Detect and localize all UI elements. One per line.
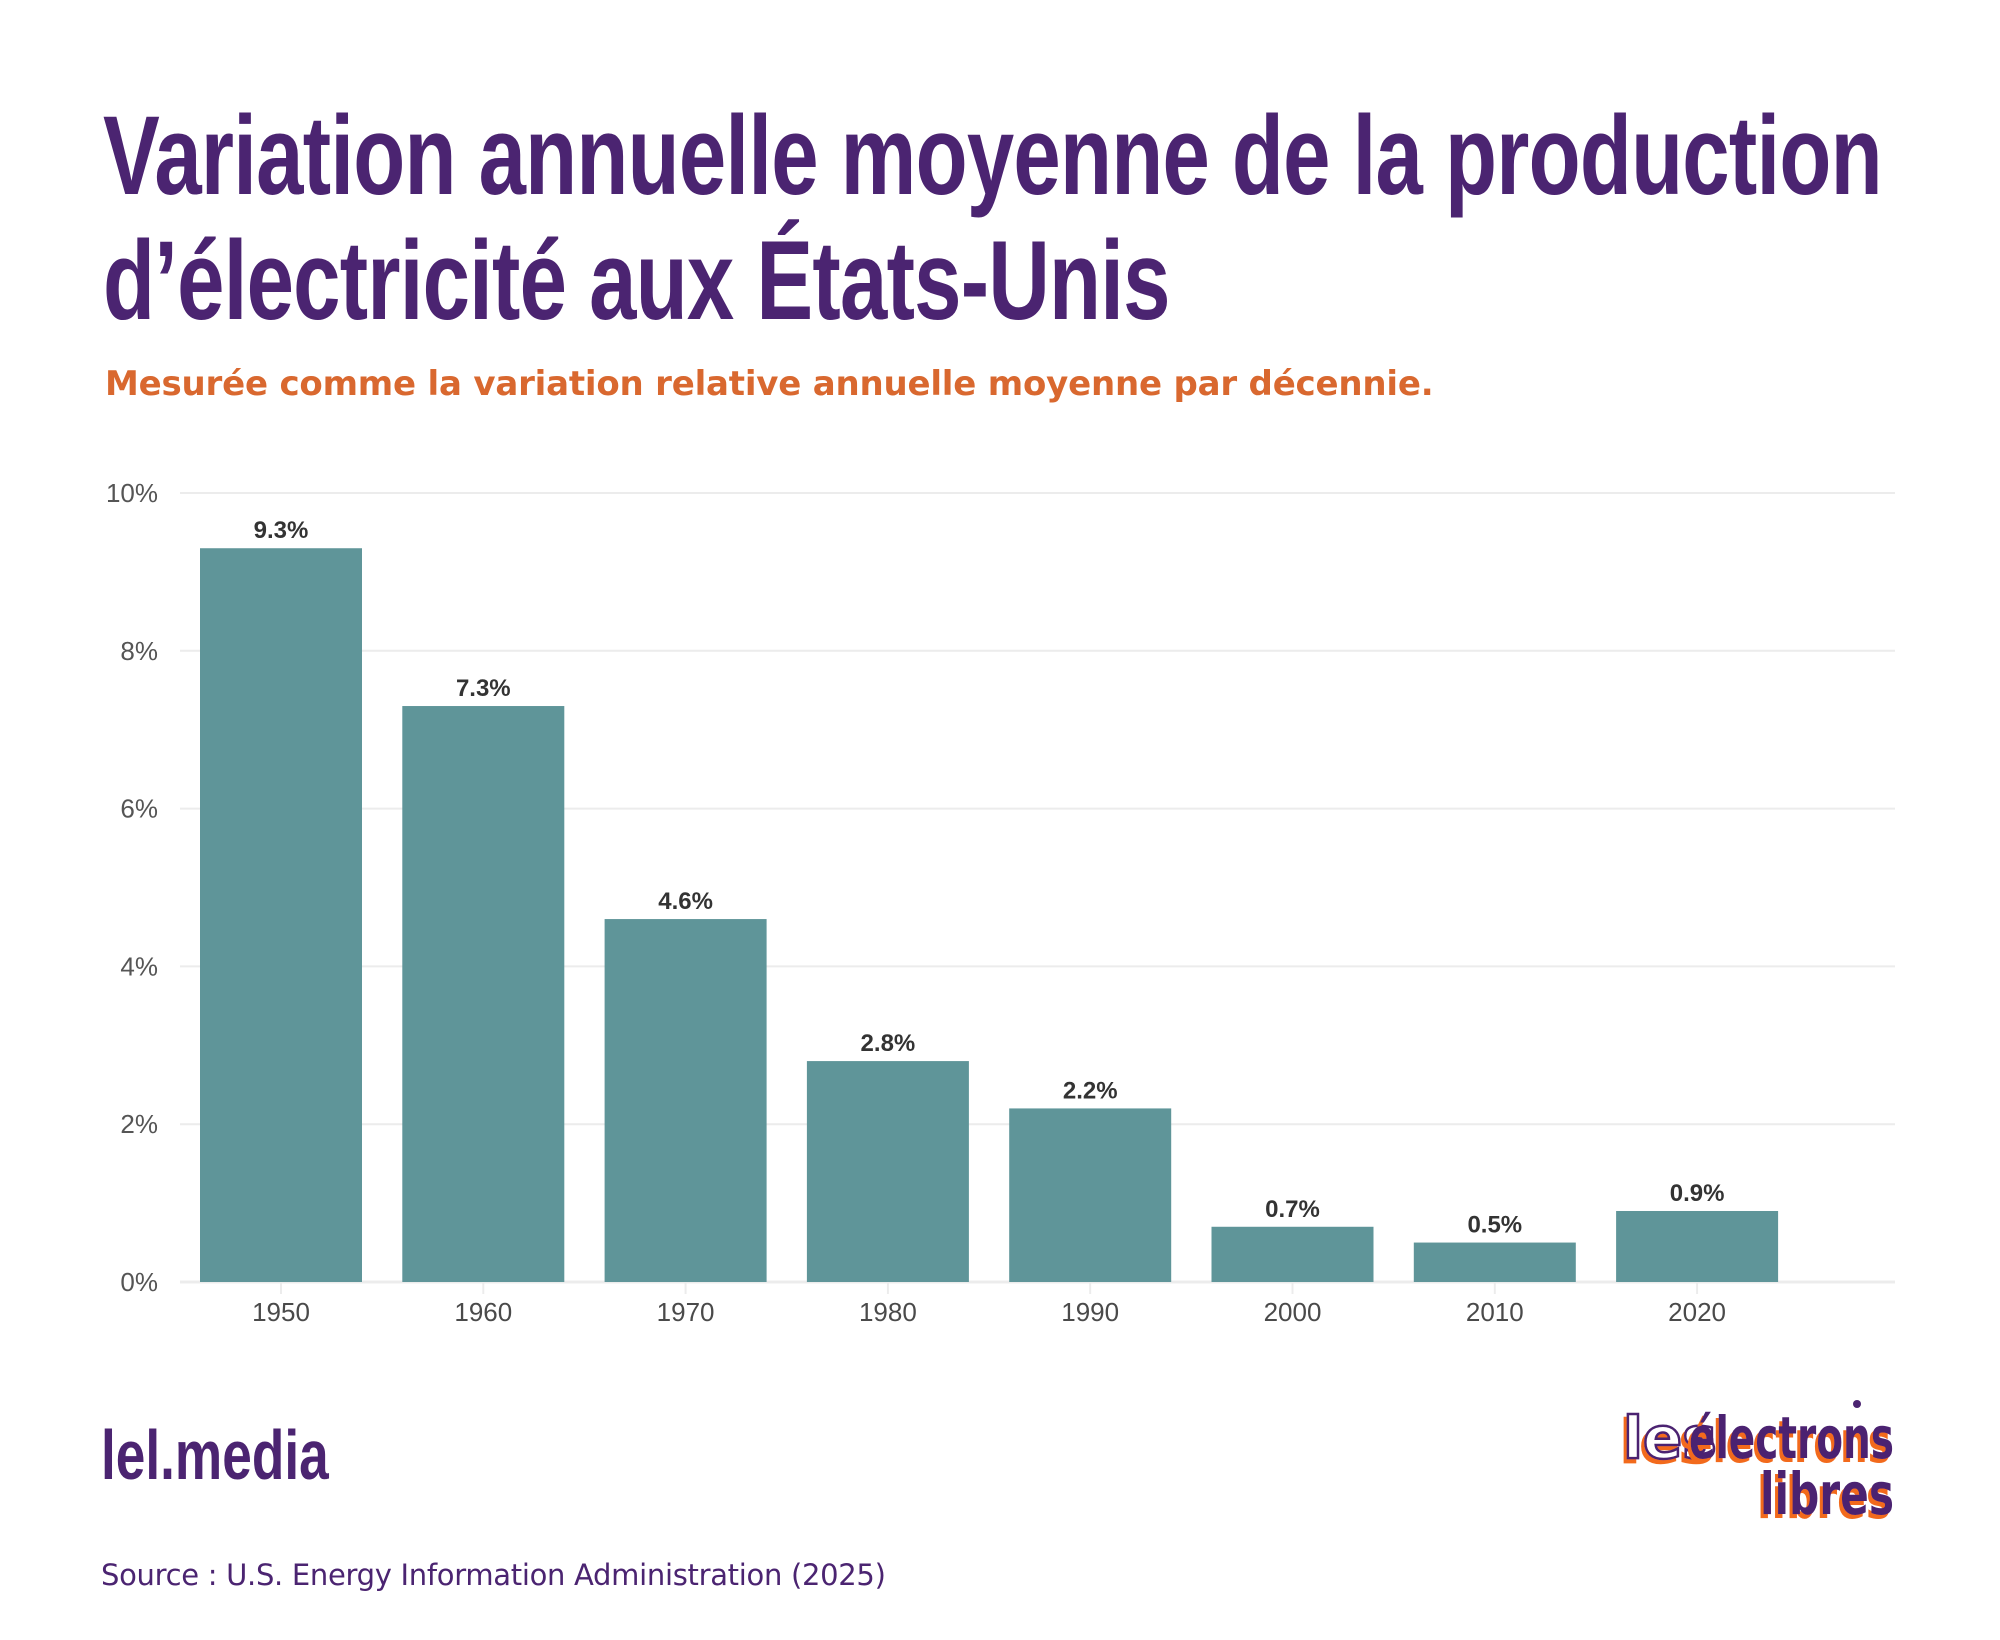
data-label: 9.3% <box>254 517 309 544</box>
x-axis: 1950 1960 1970 1980 1990 2000 2010 2020 <box>252 1283 1726 1327</box>
y-tick-label: 0% <box>120 1267 158 1297</box>
x-tick-label: 2020 <box>1668 1297 1726 1327</box>
bar-1980 <box>806 1061 969 1282</box>
bar-2020 <box>1616 1210 1779 1282</box>
y-axis: 0% 2% 4% 6% 8% 10% <box>106 478 158 1297</box>
data-label: 0.9% <box>1670 1180 1725 1207</box>
x-tick-label: 1960 <box>454 1297 512 1327</box>
y-tick-label: 6% <box>120 794 158 824</box>
x-tick-label: 2010 <box>1466 1297 1524 1327</box>
chart-subtitle: Mesurée comme la variation relative annu… <box>105 364 1434 404</box>
data-labels: 9.3% 7.3% 4.6% 2.8% 2.2% 0.7% 0.5% 0.9% <box>254 517 1725 1238</box>
data-label: 2.2% <box>1063 1077 1118 1104</box>
x-tick-label: 1950 <box>252 1297 310 1327</box>
logo-word-les: les <box>1623 1404 1717 1472</box>
data-label: 0.5% <box>1467 1212 1522 1239</box>
source-note: Source : U.S. Energy Information Adminis… <box>101 1558 886 1592</box>
x-tick-label: 1990 <box>1061 1297 1119 1327</box>
brand-name: lel.media <box>101 1416 329 1494</box>
chart-title-line-2: d’électricité aux États-Unis <box>103 218 1171 343</box>
logo-word-libres: libres <box>1760 1460 1894 1527</box>
bar-2010 <box>1413 1242 1576 1282</box>
x-tick-label: 1980 <box>859 1297 917 1327</box>
bar-2000 <box>1211 1226 1374 1282</box>
bars <box>200 548 1779 1282</box>
x-tick-label: 2000 <box>1264 1297 1322 1327</box>
data-label: 2.8% <box>861 1030 916 1057</box>
logo-electron-dot <box>1853 1400 1861 1408</box>
data-label: 7.3% <box>456 675 511 702</box>
y-tick-label: 10% <box>106 478 158 508</box>
bar-1970 <box>604 919 767 1282</box>
x-tick-label: 1970 <box>657 1297 715 1327</box>
y-tick-label: 4% <box>120 951 158 981</box>
y-tick-label: 8% <box>120 636 158 666</box>
y-tick-label: 2% <box>120 1109 158 1139</box>
chart-title-line-1: Variation annuelle moyenne de la product… <box>103 93 1883 218</box>
bar-1990 <box>1009 1108 1172 1282</box>
data-label: 0.7% <box>1265 1196 1320 1223</box>
data-label: 4.6% <box>658 888 713 915</box>
les-electrons-libres-logo: les électrons libres <box>1622 1400 1894 1527</box>
bar-1960 <box>402 706 565 1282</box>
bar-1950 <box>200 548 362 1282</box>
logo-word-electrons: électrons <box>1689 1404 1894 1472</box>
